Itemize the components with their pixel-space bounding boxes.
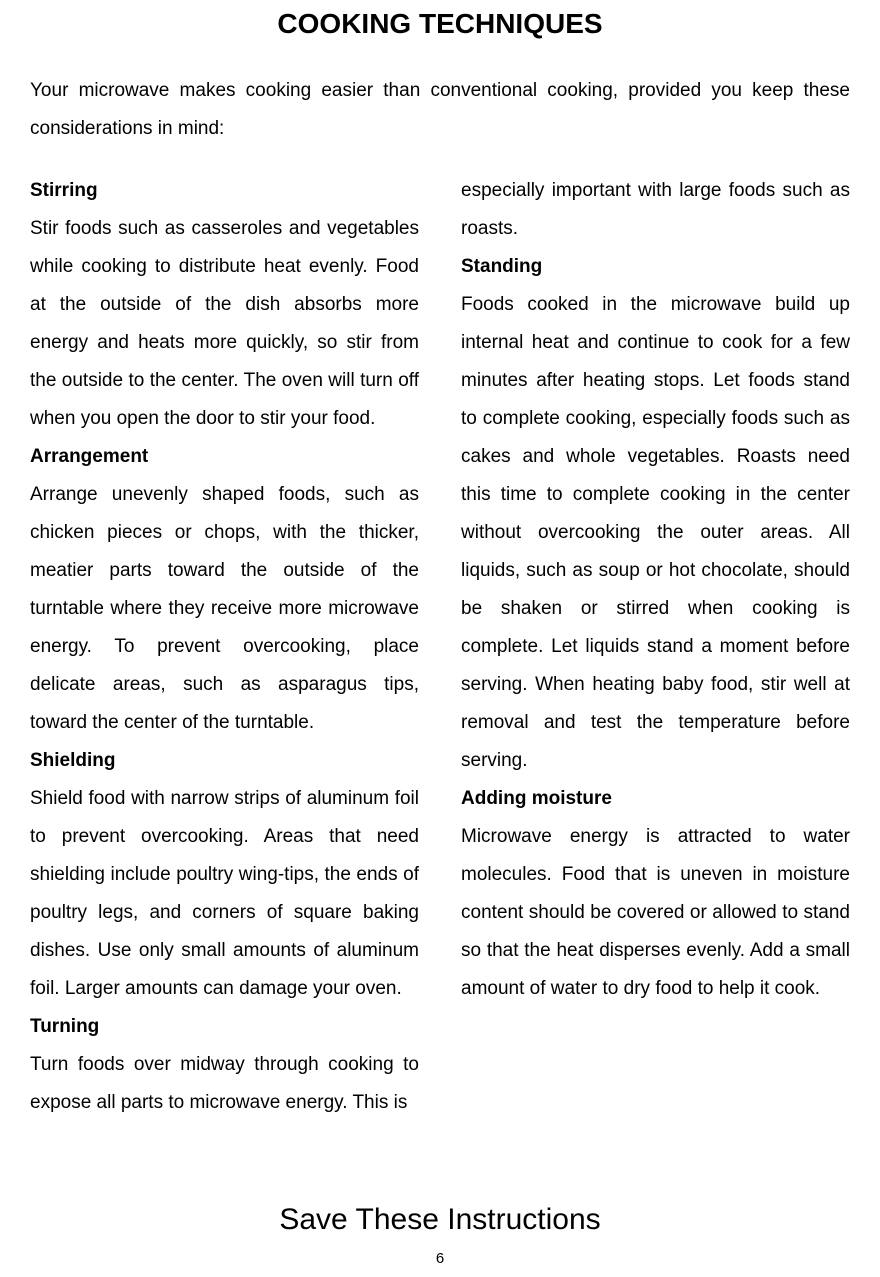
- intro-text: Your microwave makes cooking easier than…: [30, 72, 850, 148]
- body-arrangement: Arrange unevenly shaped foods, such as c…: [30, 484, 419, 733]
- heading-turning: Turning: [30, 1008, 419, 1046]
- heading-shielding: Shielding: [30, 742, 419, 780]
- heading-arrangement: Arrangement: [30, 438, 419, 476]
- two-column-layout: Stirring Stir foods such as casseroles a…: [30, 172, 850, 1122]
- body-shielding: Shield food with narrow strips of alumin…: [30, 788, 419, 999]
- heading-adding-moisture: Adding moisture: [461, 780, 850, 818]
- heading-standing: Standing: [461, 248, 850, 286]
- page-title: COOKING TECHNIQUES: [30, 8, 850, 40]
- column-left: Stirring Stir foods such as casseroles a…: [30, 172, 419, 1122]
- column-right: especially important with large foods su…: [461, 172, 850, 1122]
- page-number: 6: [0, 1250, 880, 1267]
- body-standing: Foods cooked in the microwave build up i…: [461, 294, 850, 771]
- body-stirring: Stir foods such as casseroles and vegeta…: [30, 218, 419, 429]
- body-adding-moisture: Microwave energy is attracted to water m…: [461, 826, 850, 999]
- body-turning-cont: especially important with large foods su…: [461, 180, 850, 239]
- body-turning: Turn foods over midway through cooking t…: [30, 1054, 419, 1113]
- footer-instruction: Save These Instructions: [0, 1203, 880, 1237]
- heading-stirring: Stirring: [30, 172, 419, 210]
